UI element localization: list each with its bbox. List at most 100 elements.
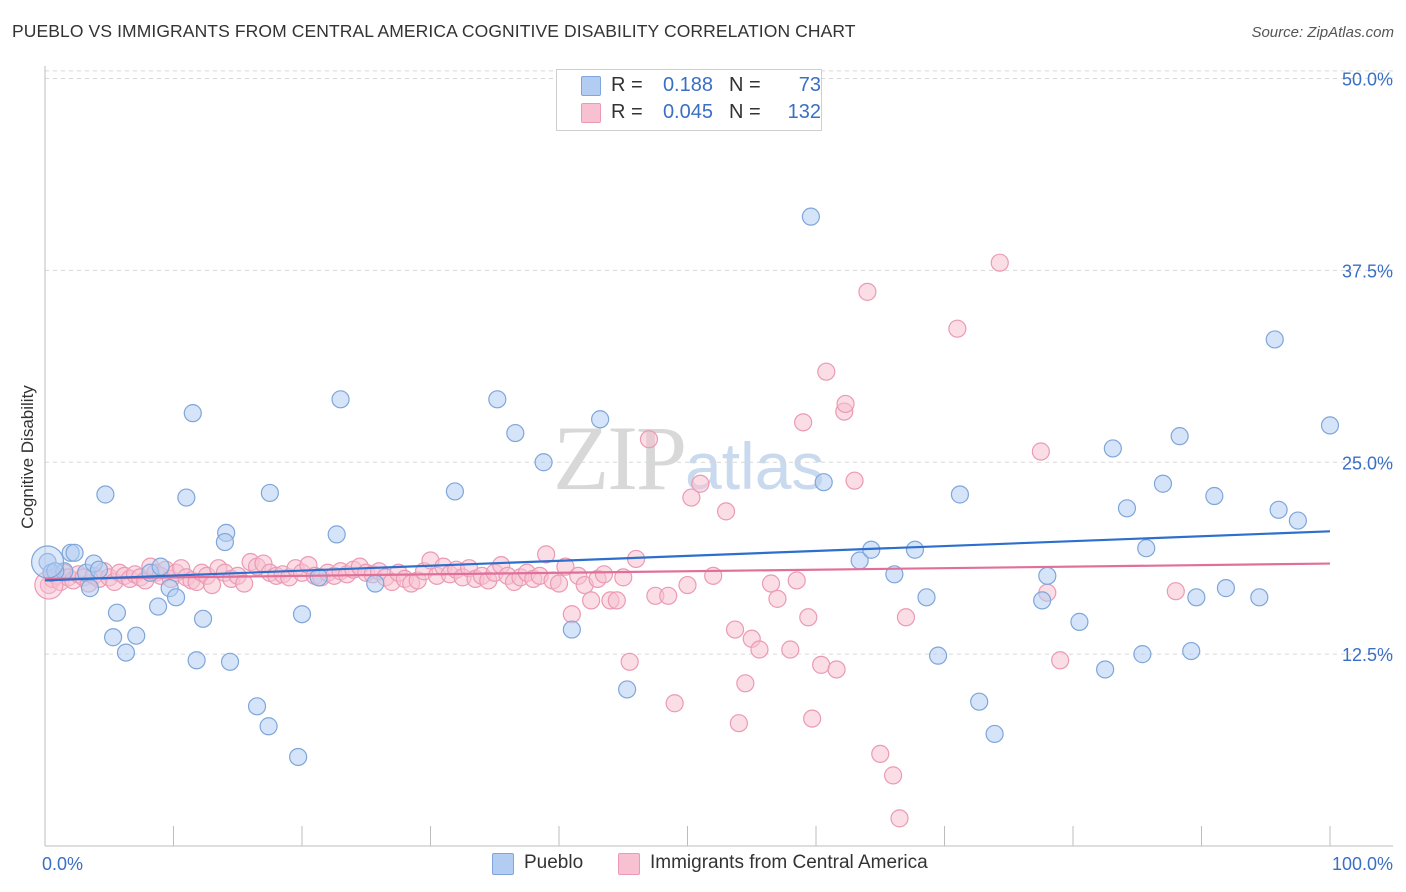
- data-point-immigrants: [836, 394, 855, 414]
- data-point-pueblo: [1182, 641, 1201, 661]
- data-point-pueblo: [1137, 539, 1156, 558]
- data-point-pueblo: [1096, 660, 1115, 679]
- data-point-immigrants: [736, 674, 755, 693]
- data-point-pueblo: [177, 488, 196, 507]
- data-point-immigrants: [896, 608, 916, 627]
- data-point-immigrants: [659, 586, 678, 605]
- chart-source: Source: ZipAtlas.com: [1251, 24, 1394, 41]
- data-point-immigrants: [817, 362, 836, 381]
- data-point-immigrants: [845, 471, 864, 490]
- data-point-pueblo: [148, 597, 168, 616]
- data-point-pueblo: [260, 483, 279, 503]
- legend-n-label: N =: [729, 101, 761, 123]
- data-point-immigrants: [812, 655, 831, 674]
- data-point-pueblo: [30, 545, 65, 579]
- data-point-immigrants: [1031, 442, 1050, 461]
- data-point-immigrants: [716, 502, 736, 521]
- trend-lines: [44, 530, 1331, 582]
- data-point-pueblo: [309, 568, 328, 587]
- trend-line-immigrants: [44, 562, 1331, 581]
- data-point-pueblo: [562, 620, 581, 639]
- data-point-immigrants: [787, 571, 806, 590]
- data-point-pueblo: [151, 557, 170, 576]
- data-point-pueblo: [116, 643, 136, 662]
- series-immigrants-points: [34, 253, 1185, 828]
- data-point-pueblo: [591, 410, 610, 429]
- data-point-pueblo: [183, 404, 202, 423]
- data-point-pueblo: [1320, 416, 1340, 435]
- data-point-pueblo: [1133, 645, 1152, 664]
- watermark-zip: ZIP: [553, 407, 687, 509]
- y-axis-label: Cognitive Disability: [18, 385, 37, 529]
- data-point-immigrants: [990, 253, 1009, 272]
- data-point-immigrants: [794, 413, 813, 432]
- legend-r-label: R =: [611, 101, 643, 123]
- watermark-atlas: atlas: [685, 429, 825, 503]
- data-point-pueblo: [80, 579, 100, 598]
- data-point-pueblo: [1117, 499, 1137, 518]
- chart-title: PUEBLO VS IMMIGRANTS FROM CENTRAL AMERIC…: [12, 21, 856, 41]
- legend-r-label: R =: [611, 74, 643, 96]
- data-point-pueblo: [193, 609, 213, 628]
- legend-swatch-immigrants: [581, 103, 601, 123]
- data-point-pueblo: [107, 603, 127, 622]
- x-tick-label: 0.0%: [42, 854, 83, 874]
- data-point-pueblo: [885, 565, 904, 584]
- data-point-immigrants: [883, 766, 903, 785]
- data-point-pueblo: [104, 628, 123, 647]
- data-point-immigrants: [549, 574, 569, 593]
- axes: [44, 66, 1393, 847]
- data-point-immigrants: [729, 714, 749, 733]
- data-point-immigrants: [750, 640, 769, 659]
- data-point-pueblo: [801, 207, 820, 226]
- data-point-immigrants: [639, 430, 659, 449]
- data-point-immigrants: [678, 575, 697, 595]
- data-point-immigrants: [691, 474, 710, 493]
- legend-swatch-pueblo: [492, 853, 514, 875]
- legend-n-value: 132: [787, 101, 821, 123]
- correlation-legend: R = 0.188 N = 73 R = 0.045 N = 132: [556, 69, 822, 131]
- data-point-immigrants: [890, 809, 909, 828]
- data-point-pueblo: [1216, 579, 1236, 598]
- data-point-pueblo: [96, 485, 115, 504]
- data-point-pueblo: [814, 473, 833, 492]
- data-point-immigrants: [725, 620, 745, 639]
- legend-label-immigrants: Immigrants from Central America: [650, 852, 928, 873]
- data-point-pueblo: [259, 717, 278, 736]
- data-point-pueblo: [127, 626, 146, 645]
- data-point-pueblo: [1288, 511, 1307, 530]
- legend-swatch-pueblo: [581, 76, 601, 96]
- y-tick-label: 25.0%: [1342, 453, 1393, 473]
- data-point-immigrants: [537, 545, 556, 564]
- data-point-pueblo: [327, 525, 346, 544]
- data-point-immigrants: [665, 694, 684, 713]
- data-point-pueblo: [1170, 427, 1189, 446]
- series-pueblo-points: [30, 207, 1340, 767]
- data-point-pueblo: [917, 588, 936, 607]
- data-point-immigrants: [594, 565, 614, 584]
- tick-labels: 12.5% 25.0% 37.5% 50.0% 0.0% 100.0% Cognitive …: [18, 70, 1393, 875]
- data-point-pueblo: [950, 485, 970, 504]
- data-point-pueblo: [1070, 612, 1089, 631]
- data-point-pueblo: [506, 423, 525, 443]
- data-point-immigrants: [761, 574, 781, 593]
- data-point-pueblo: [488, 390, 507, 409]
- data-point-immigrants: [682, 488, 701, 507]
- data-point-pueblo: [1269, 500, 1288, 519]
- legend-label-pueblo: Pueblo: [524, 852, 584, 873]
- data-point-pueblo: [618, 680, 637, 699]
- data-point-pueblo: [366, 574, 385, 593]
- data-point-pueblo: [928, 646, 948, 665]
- data-point-pueblo: [1038, 566, 1057, 585]
- data-point-immigrants: [827, 660, 846, 679]
- data-point-immigrants: [858, 282, 877, 301]
- legend-n-value: 73: [798, 74, 821, 96]
- data-point-immigrants: [799, 608, 818, 627]
- data-point-immigrants: [948, 319, 967, 338]
- y-tick-label: 37.5%: [1342, 261, 1393, 281]
- legend-swatch-immigrants: [618, 853, 640, 875]
- data-point-immigrants: [556, 557, 575, 576]
- data-point-immigrants: [582, 591, 601, 610]
- data-point-pueblo: [1103, 439, 1122, 458]
